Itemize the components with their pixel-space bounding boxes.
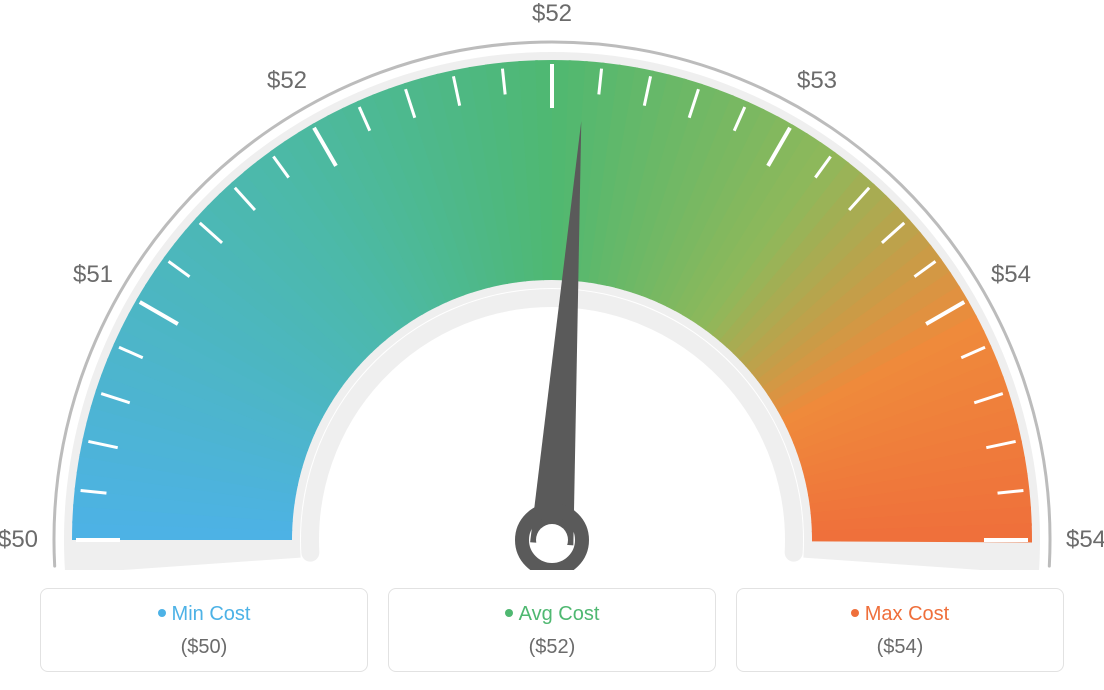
gauge-tick-label: $54: [991, 261, 1031, 289]
gauge-tick-label: $52: [267, 67, 307, 95]
legend-card-min: Min Cost ($50): [40, 588, 368, 672]
legend-avg-value: ($52): [399, 636, 705, 659]
cost-gauge: $50 $51 $52 $52 $53 $54 $54: [0, 0, 1104, 570]
gauge-tick-label: $50: [0, 526, 38, 554]
legend-avg-dot: [505, 609, 513, 617]
legend-min-label: Min Cost: [172, 603, 251, 625]
legend-max-label: Max Cost: [865, 603, 949, 625]
legend-max-title: Max Cost: [747, 603, 1053, 626]
legend-card-avg: Avg Cost ($52): [388, 588, 716, 672]
legend-min-title: Min Cost: [51, 603, 357, 626]
gauge-tick-label: $53: [797, 67, 837, 95]
legend-row: Min Cost ($50) Avg Cost ($52) Max Cost (…: [0, 588, 1104, 672]
gauge-tick-label: $54: [1066, 526, 1104, 554]
gauge-tick-label: $51: [73, 261, 113, 289]
legend-avg-label: Avg Cost: [519, 603, 600, 625]
gauge-tick-label: $52: [532, 0, 572, 28]
legend-min-dot: [158, 609, 166, 617]
legend-avg-title: Avg Cost: [399, 603, 705, 626]
gauge-svg: [0, 0, 1104, 570]
legend-min-value: ($50): [51, 636, 357, 659]
legend-max-dot: [851, 609, 859, 617]
legend-card-max: Max Cost ($54): [736, 588, 1064, 672]
legend-max-value: ($54): [747, 636, 1053, 659]
